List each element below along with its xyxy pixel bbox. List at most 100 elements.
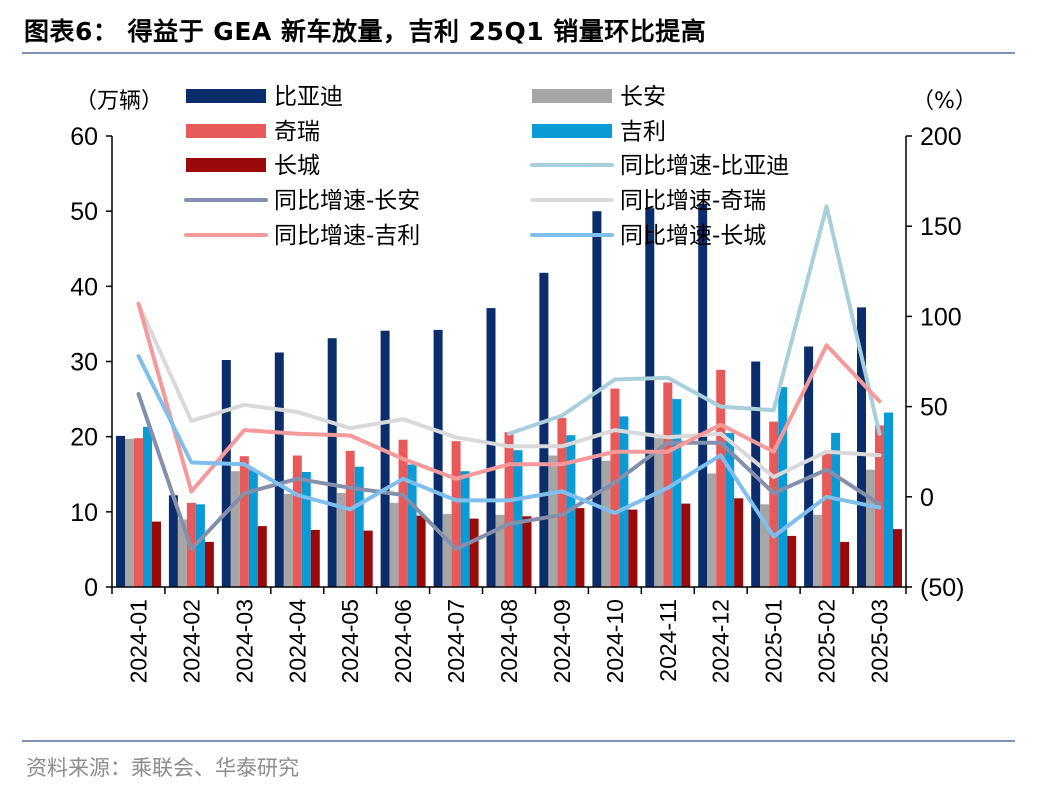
right-tick-label: 150 — [920, 213, 962, 241]
legend-label-4: 吉利 — [620, 119, 666, 145]
bar-3-2024-03 — [239, 456, 249, 587]
left-axis-unit: （万辆） — [75, 89, 163, 114]
bar-5-2024-07 — [469, 518, 479, 587]
right-tick-label: 50 — [920, 394, 948, 422]
left-tick-label: 0 — [84, 574, 98, 602]
bar-1-2024-02 — [168, 495, 178, 587]
legend-label-8: 同比增速-奇瑞 — [620, 188, 766, 214]
source-note: 资料来源：乘联会、华泰研究 — [26, 756, 299, 780]
bar-3-2024-10 — [610, 388, 620, 587]
bar-1-2024-11 — [645, 208, 655, 587]
bar-3-2024-05 — [345, 450, 355, 587]
bar-2-2024-06 — [389, 502, 399, 587]
bar-2-2024-07 — [442, 514, 452, 587]
bar-2-2024-05 — [336, 493, 346, 587]
legend-label-3: 奇瑞 — [274, 119, 320, 145]
bar-4-2024-04 — [301, 472, 311, 587]
growth-line-5 — [136, 354, 882, 539]
bar-4-2024-03 — [248, 469, 258, 587]
right-tick-label: 100 — [920, 303, 962, 331]
bar-4-2024-08 — [513, 450, 523, 587]
bar-1-2025-02 — [804, 346, 814, 587]
x-tick-label: 2025-01 — [761, 599, 787, 683]
legend-label-9: 同比增速-吉利 — [274, 223, 420, 249]
x-tick-label: 2024-10 — [602, 599, 628, 683]
bar-2-2025-01 — [760, 504, 770, 587]
bar-3-2024-08 — [504, 432, 514, 587]
bar-3-2024-06 — [398, 439, 408, 587]
bar-5-2024-09 — [575, 508, 585, 587]
bar-5-2024-04 — [310, 529, 320, 587]
bar-5-2024-01 — [152, 521, 161, 587]
left-tick-label: 30 — [70, 349, 98, 377]
bar-5-2024-12 — [734, 498, 744, 587]
bar-4-2024-12 — [725, 432, 735, 587]
x-tick-label: 2024-11 — [655, 599, 681, 682]
footer-rule — [22, 740, 1015, 742]
bar-1-2024-03 — [221, 360, 231, 587]
bar-5-2025-01 — [787, 535, 797, 587]
bar-3-2025-01 — [769, 421, 779, 587]
left-tick-label: 50 — [70, 198, 98, 226]
legend-swatch-1 — [186, 89, 266, 103]
left-tick-label: 20 — [70, 424, 98, 452]
bar-5-2024-06 — [416, 515, 426, 587]
bar-1-2024-01 — [116, 435, 125, 587]
x-tick-label: 2024-04 — [284, 599, 310, 684]
x-tick-label: 2024-12 — [708, 599, 734, 683]
growth-line-3 — [136, 301, 882, 479]
x-tick-label: 2024-05 — [337, 599, 363, 683]
bar-2-2024-11 — [654, 438, 664, 587]
x-tick-label: 2024-06 — [390, 599, 416, 683]
bar-3-2025-02 — [822, 451, 832, 587]
legend-swatch-3 — [186, 124, 266, 138]
legend-swatch-5 — [186, 158, 266, 172]
right-tick-label: 0 — [920, 484, 934, 512]
bar-4-2024-05 — [354, 466, 364, 587]
growth-line-2 — [136, 392, 882, 552]
bar-4-2024-02 — [195, 504, 205, 587]
bar-3-2024-09 — [557, 417, 567, 587]
bar-4-2024-06 — [407, 464, 417, 587]
bar-1-2024-09 — [539, 272, 549, 587]
bar-3-2024-07 — [451, 441, 461, 587]
right-tick-label: 200 — [920, 123, 962, 151]
bar-2-2024-03 — [230, 471, 240, 587]
x-tick-label: 2024-03 — [231, 599, 257, 683]
legend-label-6: 同比增速-比亚迪 — [620, 153, 789, 179]
bar-1-2024-08 — [486, 308, 496, 587]
chart-title: 图表6： 得益于 GEA 新车放量，吉利 25Q1 销量环比提高 — [24, 17, 707, 46]
bar-2-2025-02 — [813, 514, 823, 587]
x-tick-label: 2025-02 — [814, 599, 840, 683]
bar-4-2025-02 — [831, 432, 841, 587]
chart-canvas: 0 10 20 30 40 50 60 (50) 0 50 100 150 200 2024-01 2024… — [70, 84, 977, 684]
legend-label-1: 比亚迪 — [274, 84, 343, 110]
left-tick-label: 10 — [70, 499, 98, 527]
bar-2-2024-10 — [601, 460, 611, 587]
x-tick-label: 2025-03 — [867, 599, 893, 683]
growth-line-1 — [507, 204, 882, 436]
bar-2-2024-09 — [548, 455, 558, 587]
bar-3-2024-11 — [663, 382, 673, 587]
bar-5-2024-02 — [204, 541, 214, 587]
x-tick-label: 2024-09 — [549, 599, 575, 683]
bar-5-2024-10 — [628, 509, 638, 587]
right-tick-label: (50) — [920, 574, 964, 602]
bar-2-2024-04 — [283, 493, 293, 587]
legend-swatch-2 — [532, 89, 612, 103]
left-tick-label: 60 — [70, 123, 98, 151]
legend-label-10: 同比增速-长城 — [620, 223, 766, 249]
bar-2-2024-08 — [495, 514, 505, 587]
bar-1-2024-10 — [592, 211, 602, 587]
bar-5-2025-02 — [840, 541, 850, 587]
x-tick-label: 2024-02 — [178, 599, 204, 683]
bar-4-2024-07 — [460, 471, 470, 587]
bar-4-2024-10 — [619, 416, 629, 587]
right-axis-unit: （%） — [912, 89, 977, 114]
bar-4-2024-01 — [143, 426, 152, 587]
bar-5-2024-05 — [363, 530, 373, 587]
bar-1-2024-04 — [274, 352, 284, 587]
bar-3-2024-04 — [292, 455, 302, 587]
bar-3-2024-01 — [134, 438, 143, 587]
legend-label-5: 长城 — [274, 153, 320, 179]
